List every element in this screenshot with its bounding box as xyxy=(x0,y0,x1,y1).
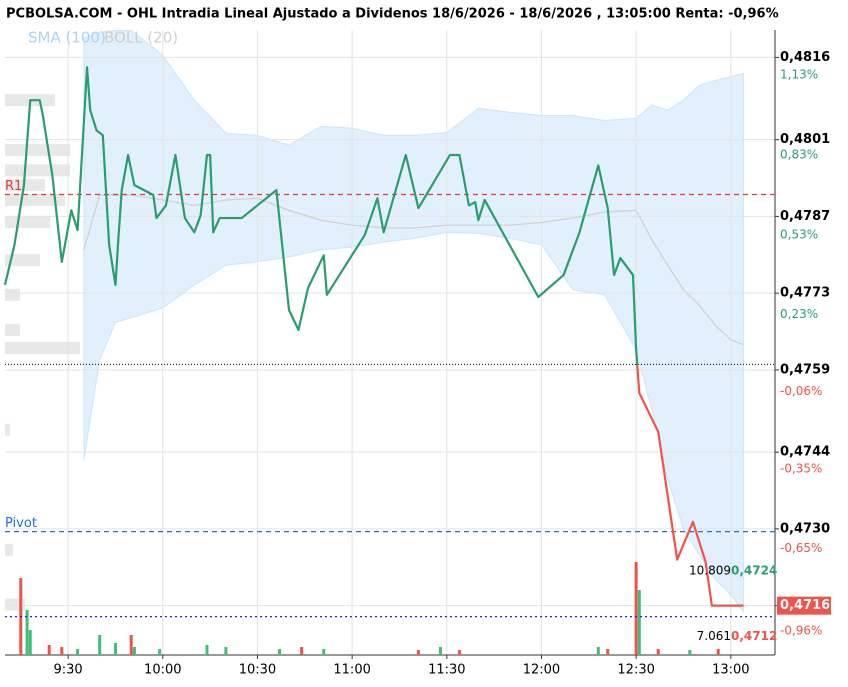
quote-size: 10.809 xyxy=(689,563,731,577)
level-label: Pivot xyxy=(5,516,37,531)
x-tick-label: 11:00 xyxy=(333,663,370,678)
volume-bar xyxy=(606,649,610,655)
volume-bar xyxy=(47,645,51,655)
legend-label: BOLL (20) xyxy=(104,29,178,47)
volume-bar xyxy=(205,645,209,655)
volume-profile-bar xyxy=(5,423,10,436)
volume-bar xyxy=(113,643,117,655)
volume-profile-bar xyxy=(5,164,70,177)
x-tick-label: 9:30 xyxy=(54,663,83,678)
volume-bar xyxy=(300,647,304,655)
volume-profile-bar xyxy=(5,341,80,354)
volume-bar xyxy=(656,649,660,655)
x-tick-label: 12:30 xyxy=(617,663,654,678)
legend-label: SMA (100) xyxy=(28,29,106,47)
last-price-box xyxy=(777,596,831,615)
volume-profile-bar xyxy=(5,323,20,336)
volume-bar xyxy=(129,635,133,655)
volume-bar xyxy=(98,635,102,655)
volume-bar xyxy=(25,610,29,655)
x-tick-label: 10:30 xyxy=(239,663,276,678)
x-tick-label: 13:00 xyxy=(712,663,749,678)
y-tick-label: 0,4773 xyxy=(780,286,830,301)
x-tick-label: 10:00 xyxy=(144,663,181,678)
x-tick-label: 11:30 xyxy=(428,663,465,678)
volume-profile-bar xyxy=(5,288,20,301)
volume-profile-bar xyxy=(5,215,50,228)
volume-bar xyxy=(322,649,326,655)
volume-bar xyxy=(158,649,162,655)
volume-bar xyxy=(688,650,692,655)
volume-profile-bar xyxy=(5,144,70,157)
volume-bar xyxy=(60,647,64,655)
volume-bar xyxy=(637,590,641,655)
volume-bar xyxy=(224,647,228,655)
bollinger-band xyxy=(83,30,744,614)
y2-tick-label: 0,23% xyxy=(780,307,818,321)
volume-bar xyxy=(716,649,720,655)
level-label: R1 xyxy=(5,179,22,194)
quote-size: 7.061 xyxy=(697,629,731,643)
volume-bar xyxy=(28,630,32,655)
last-price-label: 0,4716 xyxy=(780,598,830,613)
y2-tick-label: 0,83% xyxy=(780,148,818,162)
y-tick-label: 0,4801 xyxy=(780,132,830,147)
y2-tick-label: -0,96% xyxy=(780,624,822,638)
volume-bar xyxy=(278,649,282,655)
volume-bar xyxy=(596,647,600,655)
quote-price: 0,4724 xyxy=(731,563,777,577)
volume-bar xyxy=(416,650,420,655)
y2-tick-label: 0,53% xyxy=(780,227,818,241)
y-tick-label: 0,4759 xyxy=(780,362,830,377)
x-tick-label: 12:00 xyxy=(523,663,560,678)
y-tick-label: 0,4787 xyxy=(780,209,830,224)
chart-title: PCBOLSA.COM - OHL Intradia Lineal Ajusta… xyxy=(6,7,779,22)
volume-bar xyxy=(634,562,638,655)
volume-bar xyxy=(438,647,442,655)
bollinger-middle xyxy=(83,194,744,346)
y-tick-label: 0,4816 xyxy=(780,50,830,65)
y2-tick-label: 1,13% xyxy=(780,68,818,82)
volume-profile-bar xyxy=(5,193,65,206)
y-tick-label: 0,4730 xyxy=(780,521,830,536)
price-line xyxy=(3,66,744,607)
quote-price: 0,4712 xyxy=(731,629,777,643)
volume-bar xyxy=(457,650,461,655)
y-tick-label: 0,4744 xyxy=(780,445,830,460)
volume-profile-bar xyxy=(5,254,40,267)
volume-profile-bar xyxy=(5,543,13,556)
volume-bar xyxy=(132,647,136,655)
y2-tick-label: -0,35% xyxy=(780,461,822,475)
y2-tick-label: -0,06% xyxy=(780,384,822,398)
volume-bar xyxy=(76,649,80,655)
y2-tick-label: -0,65% xyxy=(780,541,822,555)
